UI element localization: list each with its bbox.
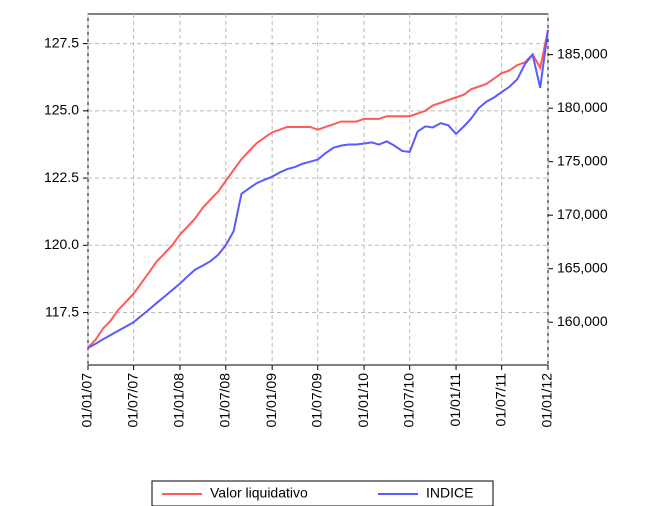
y-tick-label: 120.0 bbox=[44, 236, 79, 252]
x-tick-label: 01/07/09 bbox=[308, 373, 324, 428]
y2-tick-label: 165,000 bbox=[557, 259, 608, 275]
y-tick-label: 122.5 bbox=[44, 169, 79, 185]
y2-tick-label: 175,000 bbox=[557, 152, 608, 168]
legend-label: Valor liquidativo bbox=[210, 485, 308, 501]
series-line bbox=[87, 29, 549, 349]
x-tick-label: 01/01/11 bbox=[447, 373, 463, 427]
legend-label: INDICE bbox=[426, 485, 473, 501]
y-tick-label: 117.5 bbox=[45, 303, 79, 319]
x-tick-label: 01/07/10 bbox=[400, 373, 416, 428]
legend: Valor liquidativo INDICE bbox=[151, 480, 494, 506]
y2-tick-label: 185,000 bbox=[557, 45, 608, 61]
y2-tick-label: 180,000 bbox=[557, 99, 608, 115]
x-tick-label: 01/01/08 bbox=[171, 373, 187, 428]
x-tick-label: 01/07/08 bbox=[217, 373, 233, 428]
x-tick-label: 01/07/11 bbox=[492, 373, 508, 427]
series-line bbox=[87, 29, 549, 349]
y2-tick-label: 170,000 bbox=[557, 206, 608, 222]
y2-tick-label: 160,000 bbox=[557, 313, 608, 329]
y-tick-label: 125.0 bbox=[44, 102, 79, 118]
legend-box bbox=[151, 480, 494, 506]
x-tick-label: 01/01/12 bbox=[539, 373, 555, 428]
x-tick-label: 01/07/07 bbox=[124, 373, 140, 428]
x-tick-label: 01/01/09 bbox=[263, 373, 279, 428]
y-tick-label: 127.5 bbox=[44, 34, 79, 50]
x-tick-label: 01/01/10 bbox=[355, 373, 371, 428]
x-tick-label: 01/01/07 bbox=[79, 373, 95, 428]
